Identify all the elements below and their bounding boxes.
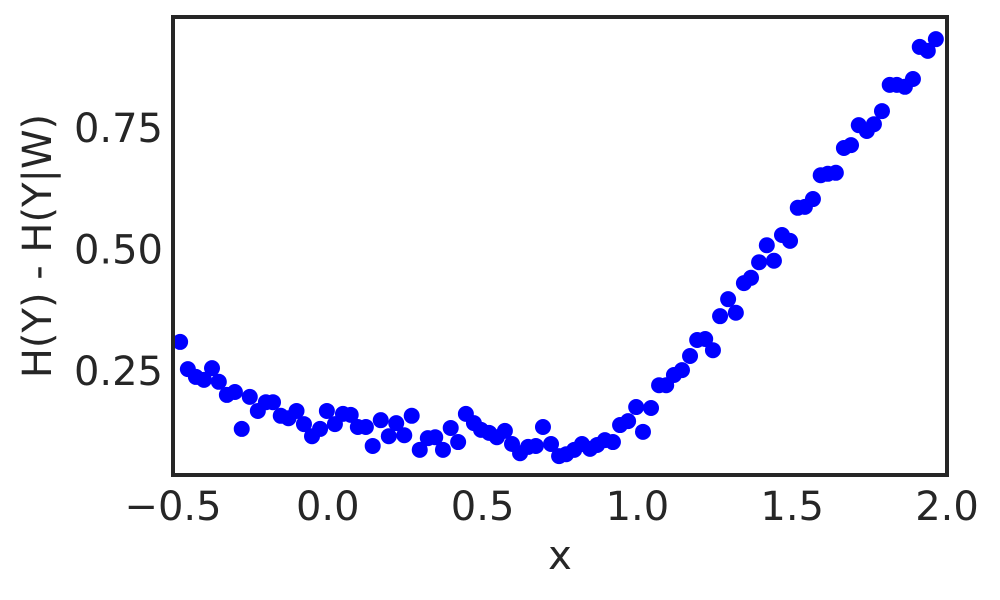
point (372, 412, 389, 429)
point (342, 406, 359, 423)
x-tick-label: 0.5 (451, 484, 515, 530)
point (604, 434, 621, 451)
point (527, 437, 544, 454)
point (210, 373, 227, 390)
point (634, 423, 651, 440)
point (765, 252, 782, 269)
point (628, 399, 645, 416)
point (804, 191, 821, 208)
point (543, 435, 560, 452)
point (904, 71, 921, 88)
point (364, 437, 381, 454)
point (751, 254, 768, 271)
point (195, 371, 212, 388)
x-tick-label: 0.0 (296, 484, 360, 530)
axes-frame (171, 15, 949, 477)
point (312, 420, 329, 437)
point (388, 415, 405, 432)
point (927, 31, 944, 48)
x-tick-label: −0.5 (124, 484, 221, 530)
point (782, 232, 799, 249)
x-tick-label: 1.5 (760, 484, 824, 530)
point (226, 383, 243, 400)
plot-area (173, 31, 944, 465)
x-axis-label: x (548, 533, 572, 579)
point (427, 429, 444, 446)
point (496, 422, 513, 439)
point (233, 420, 250, 437)
point (697, 331, 714, 348)
point (620, 413, 637, 430)
point (727, 304, 744, 321)
point (396, 427, 413, 444)
y-tick-label: 0.25 (74, 349, 163, 395)
point (442, 419, 459, 436)
point (673, 362, 690, 379)
point (434, 441, 451, 458)
y-axis-label: H(Y) - H(Y|W) (15, 114, 61, 378)
point (743, 269, 760, 286)
point (720, 291, 737, 308)
point (204, 360, 221, 377)
point (704, 342, 721, 359)
point (173, 333, 189, 350)
point (682, 348, 699, 365)
x-tick-label: 1.0 (606, 484, 670, 530)
x-tick-label: 2.0 (915, 484, 979, 530)
point (758, 237, 775, 254)
point (265, 394, 282, 411)
point (450, 434, 467, 451)
point (411, 441, 428, 458)
y-tick-label: 0.75 (74, 106, 163, 152)
point (295, 416, 312, 433)
point (643, 400, 660, 417)
point (843, 137, 860, 154)
point (534, 418, 551, 435)
point (865, 116, 882, 133)
point (357, 418, 374, 435)
point (827, 164, 844, 181)
point (318, 402, 335, 419)
point (919, 42, 936, 59)
y-tick-label: 0.50 (74, 228, 163, 274)
point (288, 402, 305, 419)
point (873, 103, 890, 120)
point (712, 308, 729, 325)
point (380, 428, 397, 445)
point (241, 388, 258, 405)
point (403, 407, 420, 424)
